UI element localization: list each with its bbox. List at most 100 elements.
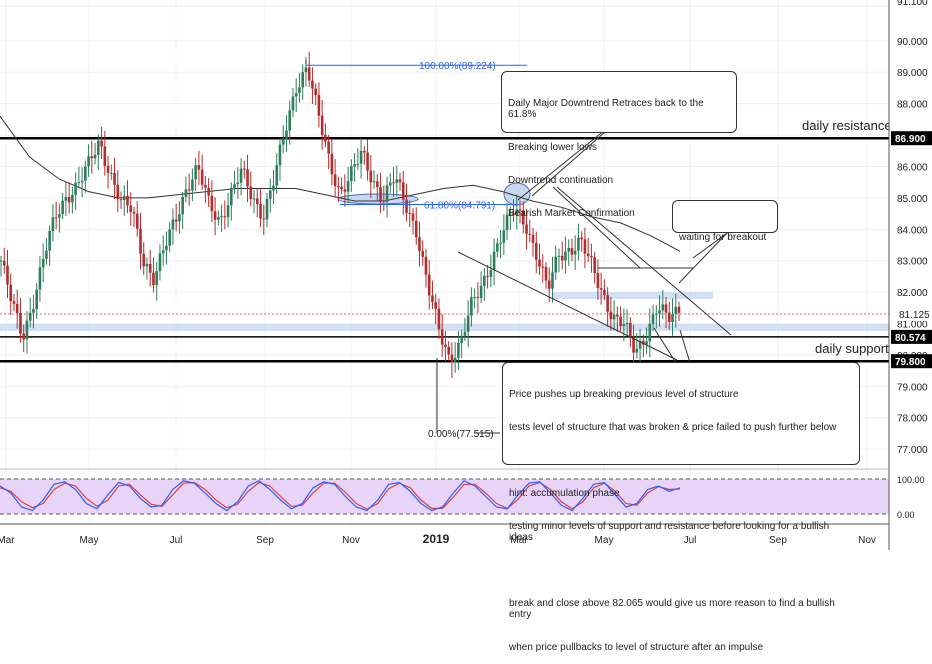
candle-body: [0, 260, 3, 262]
candle-body: [197, 165, 201, 170]
candle-body: [15, 303, 19, 313]
candle-body: [184, 189, 188, 197]
candle-body: [249, 186, 253, 200]
candle-body: [470, 297, 473, 316]
candle-body: [499, 242, 502, 244]
fib-level-label: 0.00%(77.515): [428, 429, 494, 440]
minor-zone: [553, 292, 713, 299]
candle-body: [204, 184, 207, 188]
candle-body: [547, 280, 551, 289]
bottom-note-line: hint: accumulation phase: [509, 488, 620, 499]
candle-body: [385, 185, 389, 202]
candle-body: [388, 182, 392, 186]
top-note-line: Bearish Market Confirmation: [508, 208, 635, 219]
candle-body: [106, 165, 110, 173]
top-note-line: Daily Major Downtrend Retraces back to t…: [508, 98, 707, 120]
candle-body: [651, 314, 655, 324]
candle-body: [148, 263, 152, 273]
candle-body: [103, 146, 107, 166]
candle-body: [330, 153, 334, 175]
oscillator-tick-label: 0.00: [897, 510, 915, 520]
candle-body: [489, 269, 493, 277]
candle-body: [603, 289, 606, 296]
candle-body: [64, 196, 68, 201]
time-tick-label: Sep: [769, 535, 787, 546]
candle-body: [226, 205, 230, 218]
candle-body: [38, 267, 42, 290]
candle-body: [590, 256, 593, 258]
candle-body: [200, 169, 204, 185]
candle-body: [502, 230, 506, 243]
candle-body: [84, 166, 87, 181]
candle-body: [444, 344, 447, 347]
candle-body: [408, 212, 412, 214]
candle-body: [525, 224, 528, 234]
candle-body: [437, 308, 441, 330]
candle-body: [12, 301, 16, 304]
candle-body: [158, 253, 162, 272]
trendline: [457, 251, 678, 361]
candle-body: [343, 189, 347, 192]
candle-body: [424, 256, 428, 275]
price-tick-label: 91.100: [897, 0, 928, 8]
candle-body: [194, 165, 197, 180]
price-tick-label: 79.000: [897, 382, 928, 393]
candle-body: [301, 72, 304, 88]
candle-body: [161, 250, 165, 254]
candle-body: [61, 200, 64, 215]
candle-body: [606, 295, 609, 312]
candle-body: [155, 271, 159, 286]
time-tick-label: Jul: [684, 535, 697, 546]
price-tick-label: 88.000: [897, 100, 928, 111]
candle-body: [564, 251, 567, 261]
candle-body: [281, 138, 285, 145]
candle-body: [473, 297, 476, 299]
candle-body: [58, 214, 61, 218]
candle-body: [353, 164, 356, 167]
candle-body: [217, 217, 220, 220]
candle-body: [538, 259, 541, 267]
candle-body: [223, 216, 227, 218]
candle-body: [51, 217, 55, 231]
candle-body: [87, 156, 90, 167]
candle-body: [291, 96, 295, 111]
price-tick-label: 89.000: [897, 68, 928, 79]
candle-body: [304, 67, 308, 73]
candle-body: [557, 255, 561, 257]
price-tick-label: 77.000: [897, 445, 928, 456]
candle-body: [382, 200, 386, 202]
candle-body: [521, 210, 525, 225]
candle-body: [129, 205, 133, 212]
candle-body: [213, 211, 217, 220]
candle-body: [401, 182, 405, 200]
candle-body: [460, 335, 463, 343]
candle-body: [405, 199, 408, 213]
bottom-note-box: Price pushes up breaking previous level …: [502, 362, 860, 653]
level-price-tag-bg: [891, 329, 932, 344]
candle-body: [414, 220, 418, 238]
candle-body: [116, 184, 120, 200]
candle-body: [139, 228, 142, 254]
price-tick-label: 78.000: [897, 414, 928, 425]
top-note-line: Breaking lower lows: [508, 142, 597, 153]
candle-body: [434, 302, 437, 309]
moving-average-line: [0, 115, 681, 252]
candle-body: [427, 274, 431, 296]
candle-body: [285, 130, 288, 139]
support-zones: [0, 182, 889, 331]
candle-body: [239, 168, 243, 183]
fib-level-label: 100.00%(89.224): [419, 61, 496, 72]
candle-body: [22, 333, 26, 340]
chart-area[interactable]: daily resistance daily support 100.00%(89…: [0, 0, 932, 550]
candle-body: [90, 156, 94, 159]
candle-body: [187, 189, 191, 191]
candle-body: [531, 234, 535, 243]
fib-level-label: 61.80%(84.791): [424, 200, 495, 211]
candle-body: [314, 88, 317, 95]
candle-body: [243, 168, 246, 170]
candle-body: [596, 273, 600, 289]
candle-body: [518, 209, 522, 211]
price-tick-label: 84.000: [897, 225, 928, 236]
candle-body: [168, 229, 171, 246]
candle-body: [210, 195, 214, 212]
